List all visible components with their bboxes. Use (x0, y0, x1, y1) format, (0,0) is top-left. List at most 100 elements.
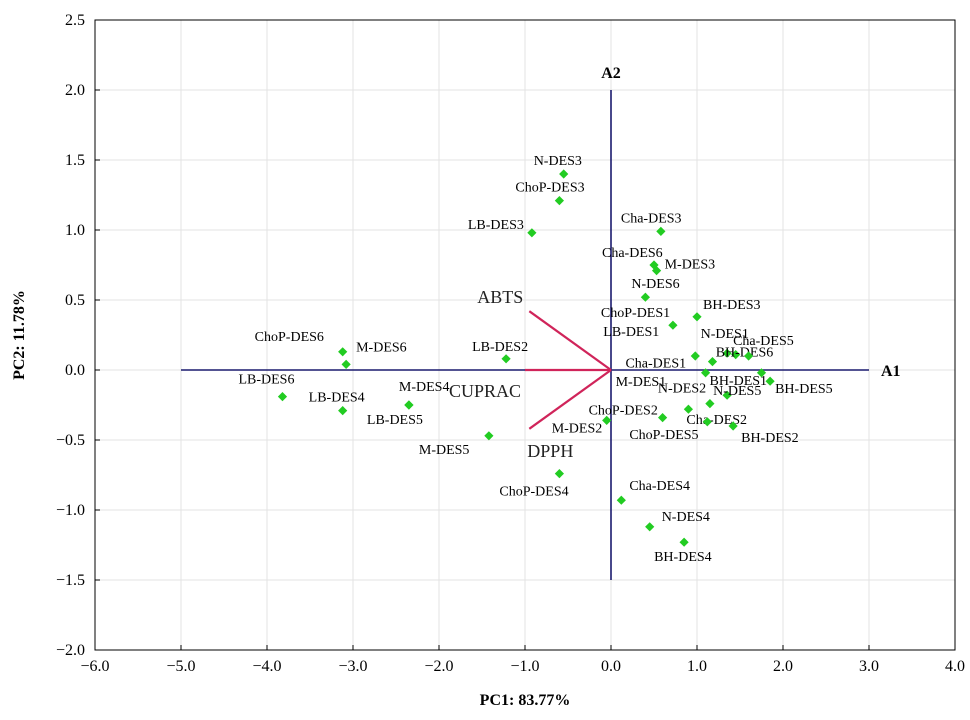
x-tick-label: −4.0 (252, 658, 281, 675)
score-point (658, 413, 668, 423)
score-point (765, 376, 775, 386)
score-point (501, 354, 511, 364)
score-point (602, 415, 612, 425)
score-point-label: M-DES6 (356, 340, 407, 355)
score-point (731, 350, 741, 360)
score-point (645, 522, 655, 532)
x-tick-label: 1.0 (687, 658, 707, 675)
loading-vector-abts (528, 310, 612, 371)
x-tick-label: 0.0 (601, 658, 621, 675)
score-point-label: Cha-DES2 (686, 413, 747, 428)
score-point-label: LB-DES3 (468, 218, 524, 233)
score-point-label: Cha-DES5 (733, 334, 794, 349)
score-point (404, 400, 414, 410)
score-point (679, 537, 689, 547)
y-tick-label: −2.0 (56, 642, 85, 659)
score-point-label: ChoP-DES1 (601, 306, 670, 321)
x-tick-label: −3.0 (338, 658, 367, 675)
score-point-label: LB-DES5 (367, 413, 423, 428)
axis-ticks: −6.0 −5.0 −4.0 −3.0 −2.0 −1.0 0.0 1.0 2.0 3.0 4.0 −… (56, 12, 965, 675)
score-point (338, 347, 348, 357)
score-point-label: BH-DES4 (654, 550, 712, 565)
score-point-label: N-DES1 (701, 327, 749, 342)
score-point-label: ChoP-DES3 (515, 181, 584, 196)
score-point (722, 348, 732, 358)
y-tick-label: 1.0 (65, 222, 85, 239)
x-axis-title: PC1: 83.77% (480, 692, 571, 709)
score-point-label: ChoP-DES2 (589, 404, 658, 419)
score-point-label: Cha-DES6 (602, 246, 663, 261)
score-point (616, 495, 626, 505)
loading-vector-dpph (528, 369, 612, 430)
loading-vector-label: CUPRAC (449, 381, 521, 401)
loading-vector-label: DPPH (527, 441, 573, 461)
score-point-label: N-DES6 (631, 277, 679, 292)
y-tick-label: −1.0 (56, 502, 85, 519)
score-point (554, 469, 564, 479)
score-point-label: M-DES3 (665, 258, 716, 273)
x-tick-label: −1.0 (510, 658, 539, 675)
loading-vector-label: ABTS (477, 287, 523, 307)
score-point-label: N-DES3 (534, 154, 582, 169)
y-axis-title: PC2: 11.78% (11, 290, 28, 380)
score-point (692, 312, 702, 322)
score-point (702, 417, 712, 427)
score-point-label: N-DES4 (662, 510, 710, 525)
score-point (484, 431, 494, 441)
score-point-label: N-DES2 (658, 382, 706, 397)
x-tick-label: −6.0 (80, 658, 109, 675)
score-point-label: LB-DES4 (309, 391, 365, 406)
score-point (668, 320, 678, 330)
score-point-label: LB-DES6 (238, 373, 294, 388)
score-point-label: BH-DES1 (710, 374, 768, 389)
score-point-label: ChoP-DES6 (255, 330, 324, 345)
score-point-label: Cha-DES3 (621, 211, 682, 226)
score-point (656, 226, 666, 236)
score-point-label: LB-DES2 (472, 340, 528, 355)
score-point (683, 404, 693, 414)
score-point (701, 368, 711, 378)
loading-vectors: ABTS CUPRAC DPPH (449, 287, 612, 461)
score-point-label: ChoP-DES5 (629, 428, 698, 443)
y-tick-label: 2.5 (65, 12, 85, 29)
score-point (705, 399, 715, 409)
score-point-label: BH-DES3 (703, 298, 761, 313)
score-point-label: LB-DES1 (603, 325, 659, 340)
score-point-label: BH-DES5 (775, 382, 833, 397)
score-point (744, 351, 754, 361)
y-tick-label: 1.5 (65, 152, 85, 169)
score-point-label: BH-DES2 (741, 431, 799, 446)
score-point (651, 266, 662, 276)
grid-lines (94, 19, 956, 651)
score-point (527, 228, 537, 238)
score-point-label: M-DES5 (419, 443, 470, 458)
score-point (341, 359, 351, 369)
score-point-label: Cha-DES4 (629, 479, 690, 494)
score-point (756, 368, 767, 378)
reference-axis-label: A1 (881, 363, 901, 380)
score-point (722, 390, 732, 400)
reference-axis-label: A2 (601, 65, 621, 82)
score-point (554, 196, 564, 206)
score-point (728, 421, 738, 431)
y-tick-label: −0.5 (56, 432, 85, 449)
score-point-label: M-DES1 (616, 375, 667, 390)
score-point (338, 406, 348, 416)
x-tick-label: −2.0 (424, 658, 453, 675)
score-point-label: M-DES4 (399, 380, 450, 395)
score-point-label: BH-DES6 (716, 346, 774, 361)
x-tick-label: 4.0 (945, 658, 965, 675)
x-tick-label: 2.0 (773, 658, 793, 675)
score-point-label: N-DES5 (713, 384, 761, 399)
score-point (707, 357, 718, 367)
y-tick-label: 0.5 (65, 292, 85, 309)
score-point (690, 351, 700, 361)
y-tick-label: 0.0 (65, 362, 85, 379)
reference-axes: A1 A2 (181, 65, 901, 580)
score-point (277, 392, 288, 402)
score-point-label: ChoP-DES4 (499, 485, 568, 500)
y-tick-label: 2.0 (65, 82, 85, 99)
y-tick-label: −1.5 (56, 572, 85, 589)
